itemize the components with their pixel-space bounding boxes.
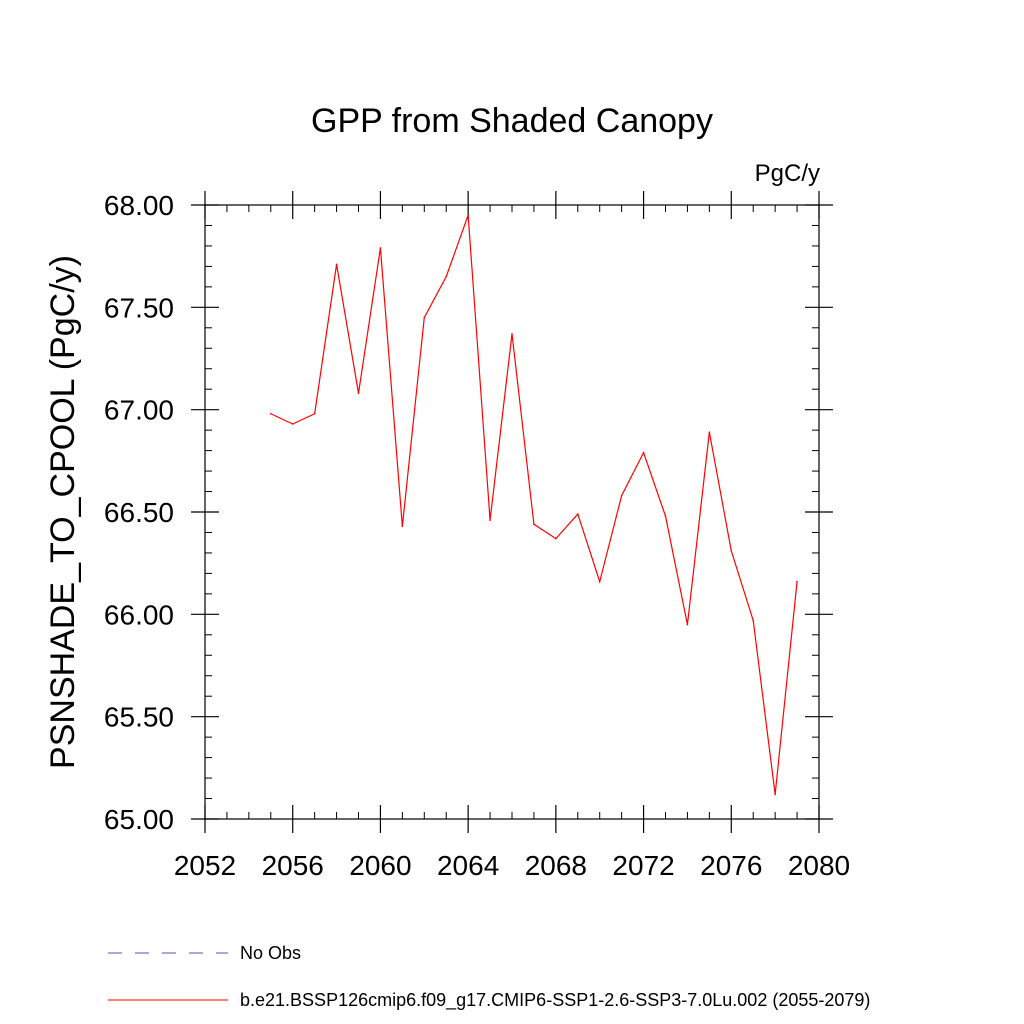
legend-label-ssp126: b.e21.BSSP126cmip6.f09_g17.CMIP6-SSP1-2.… bbox=[240, 990, 870, 1011]
data-point bbox=[730, 550, 733, 552]
data-point bbox=[335, 263, 338, 266]
y-axis-label: PSNSHADE_TO_CPOOL (PgC/y) bbox=[44, 255, 82, 769]
series-points bbox=[269, 214, 798, 796]
data-point bbox=[357, 392, 360, 395]
y-tick-label: 65.50 bbox=[104, 702, 174, 733]
data-point bbox=[445, 275, 448, 278]
x-tick-label: 2064 bbox=[437, 850, 499, 881]
data-point bbox=[642, 451, 645, 454]
x-tick-label: 2056 bbox=[262, 850, 324, 881]
data-point bbox=[598, 580, 601, 583]
tick-labels: 2052 2056 2060 2064 2068 2072 2076 2080 65.00 65.… bbox=[104, 190, 850, 881]
legend-label-no-obs: No Obs bbox=[240, 943, 301, 963]
data-point bbox=[313, 412, 316, 415]
data-point bbox=[379, 247, 382, 249]
data-point bbox=[555, 537, 557, 540]
data-point bbox=[467, 214, 469, 217]
data-point bbox=[401, 525, 404, 528]
data-point bbox=[489, 519, 491, 521]
data-point bbox=[269, 412, 272, 415]
plot-frame bbox=[204, 204, 820, 820]
data-point bbox=[533, 523, 535, 526]
data-point bbox=[708, 431, 711, 433]
y-tick-label: 66.00 bbox=[104, 599, 174, 630]
data-point bbox=[796, 580, 798, 583]
y-tick-label: 67.50 bbox=[104, 292, 174, 323]
data-point bbox=[511, 333, 513, 335]
y-tick-label: 68.00 bbox=[104, 190, 174, 221]
series-line-ssp126 bbox=[270, 215, 798, 795]
x-tick-label: 2052 bbox=[174, 850, 236, 881]
data-point bbox=[620, 494, 623, 497]
major-ticks bbox=[191, 191, 833, 833]
y-tick-label: 65.00 bbox=[104, 804, 174, 835]
legend: No Obs b.e21.BSSP126cmip6.f09_g17.CMIP6-… bbox=[108, 943, 870, 1011]
x-tick-label: 2060 bbox=[349, 850, 411, 881]
x-tick-label: 2068 bbox=[525, 850, 587, 881]
chart-title: GPP from Shaded Canopy bbox=[311, 102, 713, 140]
y-tick-label: 66.50 bbox=[104, 497, 174, 528]
x-tick-label: 2080 bbox=[788, 850, 850, 881]
data-point bbox=[686, 623, 689, 626]
data-point bbox=[752, 619, 755, 622]
data-point bbox=[774, 793, 776, 796]
data-point bbox=[291, 423, 294, 425]
data-point bbox=[576, 513, 579, 515]
x-tick-label: 2072 bbox=[612, 850, 674, 881]
data-point bbox=[423, 316, 426, 319]
y-tick-label: 67.00 bbox=[104, 395, 174, 426]
data-point bbox=[664, 515, 667, 517]
x-tick-label: 2076 bbox=[700, 850, 762, 881]
minor-ticks bbox=[205, 205, 819, 819]
units-label: PgC/y bbox=[755, 160, 820, 187]
